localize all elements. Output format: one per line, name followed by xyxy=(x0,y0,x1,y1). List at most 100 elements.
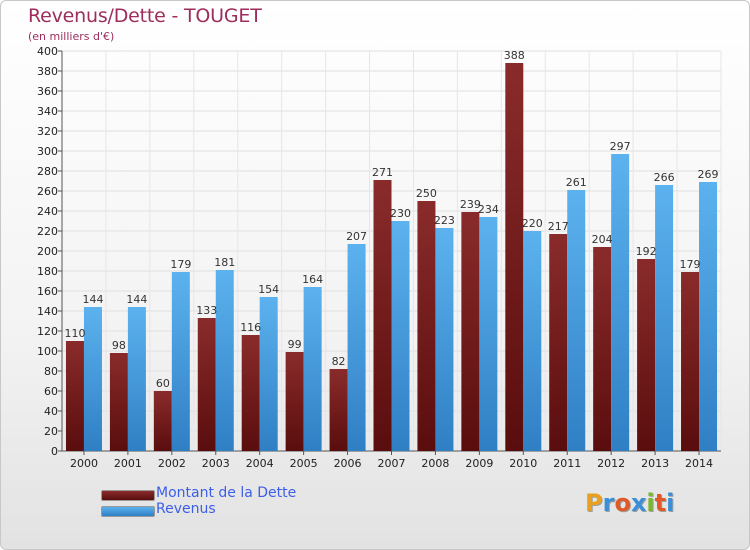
bar-debt xyxy=(593,247,612,451)
y-tick-label: 380 xyxy=(37,65,58,78)
data-label-revenue: 179 xyxy=(170,258,191,271)
data-label-debt: 98 xyxy=(112,339,126,352)
x-tick-label: 2008 xyxy=(421,457,449,470)
bar-debt xyxy=(681,272,700,451)
data-label-debt: 192 xyxy=(636,245,657,258)
bar-revenue xyxy=(127,307,146,451)
x-tick-label: 2012 xyxy=(597,457,625,470)
data-label-revenue: 297 xyxy=(610,140,631,153)
data-label-revenue: 234 xyxy=(478,203,499,216)
bar-revenue xyxy=(699,182,718,451)
bar-debt xyxy=(197,318,216,451)
x-tick-label: 2009 xyxy=(465,457,493,470)
data-label-debt: 239 xyxy=(460,198,481,211)
y-tick-label: 400 xyxy=(37,45,58,58)
bar-debt xyxy=(109,353,128,451)
legend-swatch-debt xyxy=(101,490,155,501)
y-tick-label: 20 xyxy=(44,425,58,438)
x-tick-label: 2010 xyxy=(509,457,537,470)
data-label-revenue: 144 xyxy=(82,293,103,306)
data-label-debt: 82 xyxy=(332,355,346,368)
data-label-debt: 179 xyxy=(680,258,701,271)
bar-debt xyxy=(373,180,392,451)
y-tick-label: 120 xyxy=(37,325,58,338)
data-label-revenue: 223 xyxy=(434,214,455,227)
data-label-debt: 99 xyxy=(288,338,302,351)
data-label-debt: 116 xyxy=(240,321,261,334)
data-label-revenue: 144 xyxy=(126,293,147,306)
y-tick-label: 240 xyxy=(37,205,58,218)
x-tick-label: 2011 xyxy=(553,457,581,470)
bars xyxy=(65,63,718,451)
data-label-debt: 60 xyxy=(156,377,170,390)
x-tick-label: 2014 xyxy=(685,457,713,470)
y-tick-label: 300 xyxy=(37,145,58,158)
bar-revenue xyxy=(347,244,366,451)
data-labels: 110 144 98 144 60 179 133 181 116 154 99 164 82 207 27… xyxy=(64,49,718,390)
bar-debt xyxy=(549,234,568,451)
bar-debt xyxy=(637,259,656,451)
data-label-revenue: 269 xyxy=(698,168,719,181)
y-tick-label: 0 xyxy=(51,445,58,458)
data-label-revenue: 207 xyxy=(346,230,367,243)
x-tick-label: 2003 xyxy=(202,457,230,470)
y-tick-label: 360 xyxy=(37,85,58,98)
bar-debt xyxy=(329,369,348,451)
y-tick-label: 140 xyxy=(37,305,58,318)
y-tick-label: 60 xyxy=(44,385,58,398)
data-label-debt: 110 xyxy=(64,327,85,340)
bar-revenue xyxy=(391,221,410,451)
bar-revenue xyxy=(215,270,234,451)
proxiti-logo: Proxiti xyxy=(585,489,675,517)
bar-debt xyxy=(285,352,304,451)
data-label-revenue: 230 xyxy=(390,207,411,220)
bar-revenue xyxy=(303,287,322,451)
x-tick-label: 2013 xyxy=(641,457,669,470)
bar-debt xyxy=(417,201,436,451)
x-tick-label: 2001 xyxy=(114,457,142,470)
bar-revenue xyxy=(83,307,102,451)
data-label-debt: 133 xyxy=(196,304,217,317)
bar-debt xyxy=(65,341,84,451)
bar-revenue xyxy=(567,190,586,451)
y-tick-label: 160 xyxy=(37,285,58,298)
data-label-debt: 388 xyxy=(504,49,525,62)
bar-revenue xyxy=(479,217,498,451)
data-label-revenue: 181 xyxy=(214,256,235,269)
data-label-debt: 271 xyxy=(372,166,393,179)
data-label-debt: 217 xyxy=(548,220,569,233)
x-tick-label: 2002 xyxy=(158,457,186,470)
y-tick-label: 280 xyxy=(37,165,58,178)
data-label-revenue: 164 xyxy=(302,273,323,286)
bar-revenue xyxy=(655,185,674,451)
bar-debt xyxy=(241,335,260,451)
x-tick-label: 2004 xyxy=(246,457,274,470)
x-tick-label: 2006 xyxy=(334,457,362,470)
y-tick-label: 340 xyxy=(37,105,58,118)
y-tick-label: 80 xyxy=(44,365,58,378)
bar-revenue xyxy=(435,228,454,451)
y-tick-label: 320 xyxy=(37,125,58,138)
x-tick-label: 2005 xyxy=(290,457,318,470)
chart-subtitle: (en milliers d'€) xyxy=(28,30,115,43)
data-label-debt: 250 xyxy=(416,187,437,200)
bar-debt xyxy=(461,212,480,451)
x-tick-label: 2007 xyxy=(378,457,406,470)
legend-label-debt: Montant de la Dette xyxy=(156,485,297,501)
y-tick-label: 200 xyxy=(37,245,58,258)
x-tick-label: 2000 xyxy=(70,457,98,470)
bar-revenue xyxy=(611,154,630,451)
bar-revenue xyxy=(523,231,542,451)
legend-label-revenue: Revenus xyxy=(156,501,216,517)
data-label-debt: 204 xyxy=(592,233,613,246)
y-tick-label: 100 xyxy=(37,345,58,358)
y-tick-label: 40 xyxy=(44,405,58,418)
legend-swatch-revenue xyxy=(101,506,155,517)
chart-title: Revenus/Dette - TOUGET xyxy=(28,5,262,27)
bar-revenue xyxy=(171,272,190,451)
data-label-revenue: 266 xyxy=(654,171,675,184)
data-label-revenue: 220 xyxy=(522,217,543,230)
bar-debt xyxy=(153,391,172,451)
